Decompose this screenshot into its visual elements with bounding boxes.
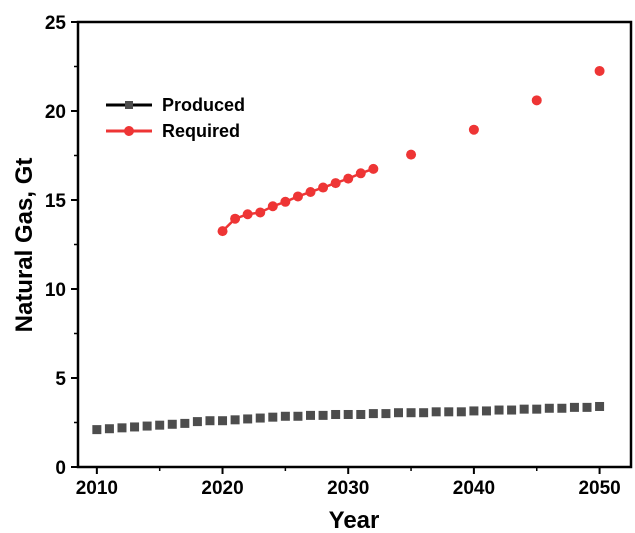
produced-point xyxy=(456,407,466,417)
produced-point xyxy=(205,416,215,426)
x-tick-label: 2030 xyxy=(327,478,369,499)
required-point xyxy=(230,213,241,224)
legend-label-produced: Produced xyxy=(162,95,245,115)
legend: Produced Required xyxy=(106,95,245,141)
produced-point xyxy=(280,411,290,421)
produced-point xyxy=(406,408,416,418)
required-point xyxy=(217,226,228,237)
produced-point xyxy=(243,414,253,424)
produced-point xyxy=(444,407,454,417)
required-point xyxy=(468,124,479,135)
y-axis-title: Natural Gas, Gt xyxy=(11,158,38,333)
produced-point xyxy=(582,402,592,412)
produced-point xyxy=(569,402,579,412)
x-tick-label: 2050 xyxy=(578,478,620,499)
produced-point xyxy=(117,423,127,433)
produced-point xyxy=(218,416,228,426)
produced-point xyxy=(318,410,328,420)
required-point xyxy=(343,173,354,184)
produced-point xyxy=(544,403,554,413)
plot-area xyxy=(76,20,633,469)
produced-point xyxy=(230,415,240,425)
produced-point xyxy=(469,406,479,416)
x-axis-title: Year xyxy=(329,507,380,533)
produced-point xyxy=(393,408,403,418)
legend-item-produced: Produced xyxy=(106,95,245,115)
produced-point xyxy=(431,407,441,417)
produced-point xyxy=(104,424,114,434)
y-tick-label: 0 xyxy=(55,458,66,479)
legend-item-required: Required xyxy=(106,121,240,141)
x-tick-label: 2040 xyxy=(453,478,495,499)
required-point xyxy=(368,163,379,174)
produced-point xyxy=(130,422,140,432)
y-tick-label: 25 xyxy=(45,13,67,34)
produced-point xyxy=(532,404,542,414)
produced-point xyxy=(192,417,202,427)
plot-frame xyxy=(76,20,633,469)
produced-point xyxy=(180,418,190,428)
y-tick-label: 15 xyxy=(45,191,67,212)
required-point xyxy=(292,191,303,202)
required-point xyxy=(255,207,266,218)
legend-swatch-marker-produced xyxy=(125,101,133,109)
x-tick-label: 2020 xyxy=(201,478,243,499)
y-tick-label: 5 xyxy=(55,369,66,390)
required-point xyxy=(330,178,341,189)
required-point xyxy=(318,182,329,193)
y-axis-ticks: 0 5 10 15 20 25 xyxy=(45,13,78,479)
required-point xyxy=(355,168,366,179)
produced-point xyxy=(343,409,353,419)
required-point xyxy=(594,65,605,76)
x-axis-ticks: 2010 2020 2030 2040 2050 xyxy=(76,467,621,499)
produced-point xyxy=(494,405,504,415)
produced-point xyxy=(507,405,517,415)
legend-label-required: Required xyxy=(162,121,240,141)
x-tick-label: 2010 xyxy=(76,478,118,499)
produced-point xyxy=(368,409,378,419)
produced-point xyxy=(557,403,567,413)
required-point xyxy=(280,196,291,207)
required-point xyxy=(305,186,316,197)
series-layer xyxy=(92,65,605,435)
required-point xyxy=(531,95,542,106)
produced-point xyxy=(356,409,366,419)
produced-point xyxy=(293,411,303,421)
produced-point xyxy=(268,412,278,422)
produced-point xyxy=(381,409,391,419)
required-point xyxy=(242,209,253,220)
produced-point xyxy=(519,404,529,414)
produced-point xyxy=(155,420,165,430)
produced-point xyxy=(92,425,102,435)
required-point xyxy=(267,201,278,212)
produced-point xyxy=(306,410,316,420)
y-tick-label: 10 xyxy=(45,280,66,301)
y-tick-label: 20 xyxy=(45,102,66,123)
produced-point xyxy=(167,419,177,429)
required-point xyxy=(406,149,417,160)
produced-point xyxy=(595,401,605,411)
produced-point xyxy=(255,413,265,423)
produced-point xyxy=(142,421,152,431)
legend-swatch-marker-required xyxy=(124,126,134,136)
produced-point xyxy=(481,406,491,416)
produced-point xyxy=(331,409,341,419)
produced-point xyxy=(419,408,429,418)
